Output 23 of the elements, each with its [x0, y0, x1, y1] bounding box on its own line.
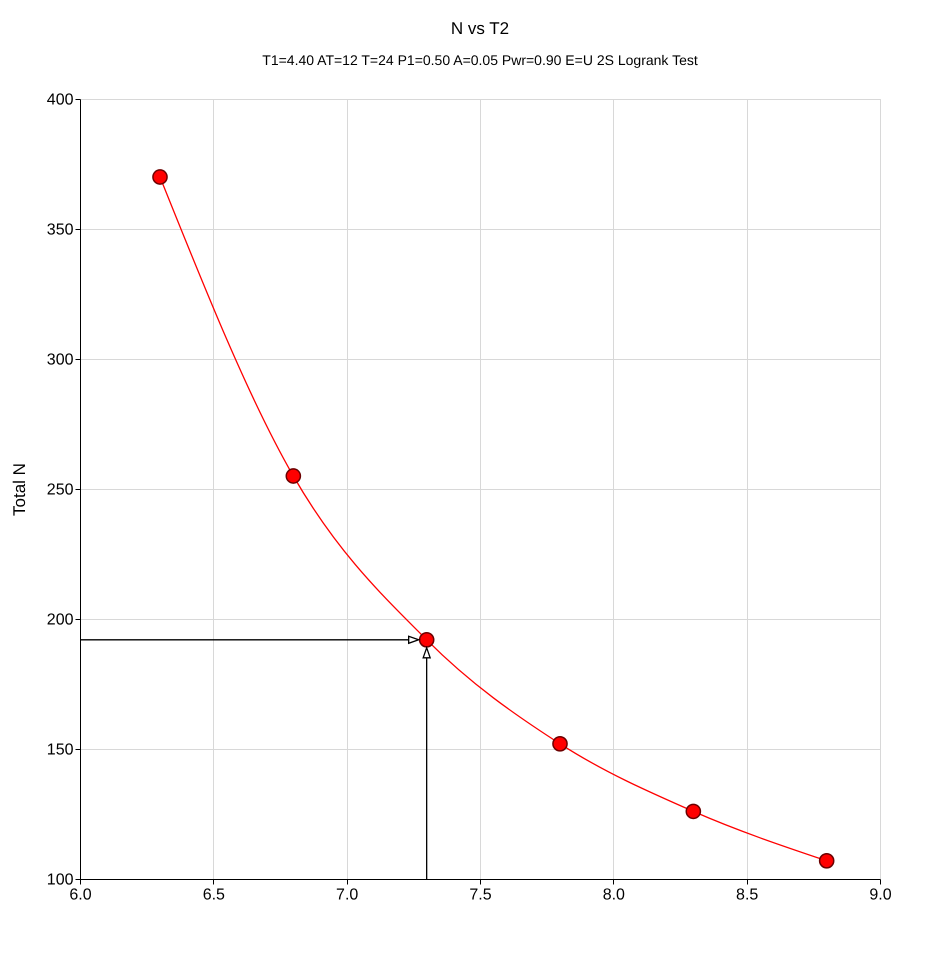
chart-title: N vs T2	[450, 19, 510, 38]
y-tick-label: 200	[46, 612, 74, 628]
chart-subtitle: T1=4.40 AT=12 T=24 P1=0.50 A=0.05 Pwr=0.90 E=U 2S Logrank Test	[262, 52, 698, 68]
x-tick-label: 6.0	[69, 886, 92, 904]
x-tick-label: 7.5	[469, 886, 492, 904]
x-tick-label: 6.5	[202, 886, 226, 904]
y-tick-label: 150	[46, 742, 74, 758]
x-tick-label: 8.5	[736, 886, 758, 904]
y-axis-title: Total N	[10, 463, 29, 516]
y-tick-label: 100	[46, 872, 74, 888]
y-tick-label: 300	[46, 352, 74, 368]
y-tick-label: 250	[46, 482, 74, 498]
x-tick-label: 9.0	[869, 886, 892, 904]
point	[152, 169, 168, 185]
x-tick-label: 8.0	[602, 886, 626, 904]
x-tick-label: 7.0	[336, 886, 358, 904]
y-tick-label: 350	[46, 222, 74, 238]
point	[418, 632, 434, 648]
point	[818, 852, 834, 869]
point	[686, 804, 702, 820]
y-tick-label: 400	[46, 92, 74, 108]
point	[552, 736, 568, 752]
point	[286, 468, 302, 484]
